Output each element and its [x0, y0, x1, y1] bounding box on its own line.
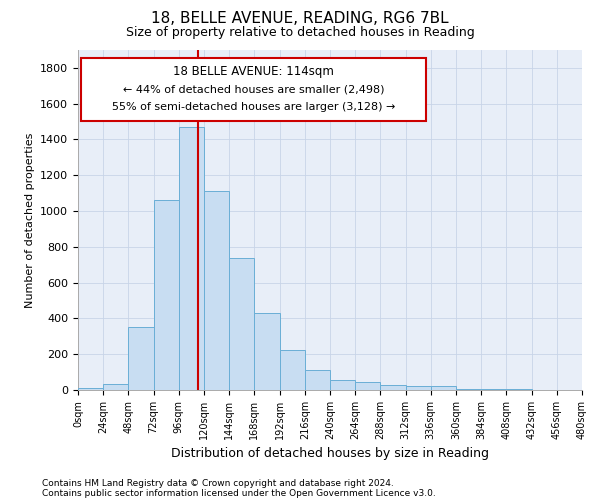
X-axis label: Distribution of detached houses by size in Reading: Distribution of detached houses by size … [171, 448, 489, 460]
Bar [229, 258, 254, 390]
Text: 55% of semi-detached houses are larger (3,128) →: 55% of semi-detached houses are larger (… [112, 102, 395, 112]
Text: 18 BELLE AVENUE: 114sqm: 18 BELLE AVENUE: 114sqm [173, 66, 334, 78]
Text: Contains HM Land Registry data © Crown copyright and database right 2024.: Contains HM Land Registry data © Crown c… [42, 478, 394, 488]
Bar [280, 350, 305, 390]
Bar [305, 370, 330, 390]
Bar [204, 192, 229, 390]
Bar [406, 386, 431, 390]
Bar [431, 386, 456, 390]
Bar [254, 313, 280, 390]
Bar [154, 200, 179, 390]
Text: ← 44% of detached houses are smaller (2,498): ← 44% of detached houses are smaller (2,… [122, 84, 384, 94]
Bar [103, 384, 128, 390]
Bar [128, 328, 154, 390]
Bar [179, 127, 204, 390]
Bar [481, 389, 506, 390]
Bar [78, 388, 103, 390]
Bar [380, 384, 406, 390]
Text: Contains public sector information licensed under the Open Government Licence v3: Contains public sector information licen… [42, 488, 436, 498]
FancyBboxPatch shape [81, 58, 425, 120]
Y-axis label: Number of detached properties: Number of detached properties [25, 132, 35, 308]
Bar [330, 380, 355, 390]
Bar [456, 389, 481, 390]
Text: 18, BELLE AVENUE, READING, RG6 7BL: 18, BELLE AVENUE, READING, RG6 7BL [151, 11, 449, 26]
Text: Size of property relative to detached houses in Reading: Size of property relative to detached ho… [125, 26, 475, 39]
Bar [355, 382, 380, 390]
